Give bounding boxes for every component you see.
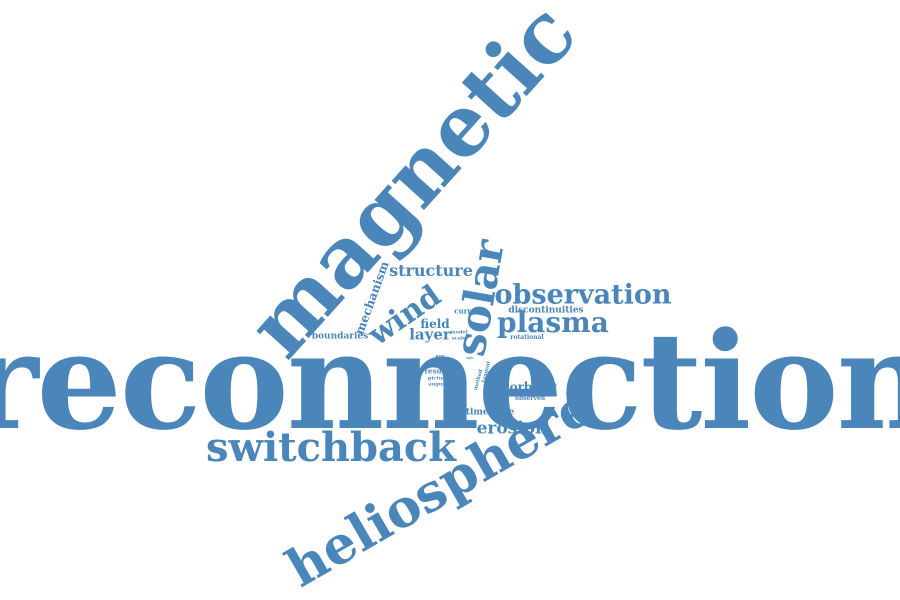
- word-reconnection: reconnection: [0, 302, 900, 460]
- word-current: current: [454, 306, 484, 316]
- word-plasma: plasma: [497, 306, 609, 339]
- word-picture: picture: [427, 375, 449, 382]
- word-observed: observed: [514, 395, 546, 402]
- word-timescale: timescale: [465, 407, 515, 418]
- word-model: model: [450, 329, 468, 336]
- word-result: result: [424, 366, 448, 376]
- word-field: field: [420, 317, 450, 331]
- word-switchback: switchback: [205, 424, 457, 471]
- word-event: event: [425, 359, 447, 369]
- word-arc: arc: [466, 355, 474, 360]
- word-orbiter: orbiter: [509, 380, 557, 394]
- word-august: august: [428, 381, 448, 388]
- word-structure: structure: [389, 261, 473, 280]
- word-layer: layer: [409, 325, 451, 344]
- word-scale: scale: [451, 335, 467, 342]
- word-new: new: [435, 353, 445, 358]
- word-observation: observation: [494, 279, 672, 311]
- word-erosion: erosion: [476, 418, 548, 439]
- word-rotational: rotational: [510, 334, 544, 341]
- word-discontinuities: discontinuities: [508, 305, 584, 316]
- word-boundaries: boundaries: [311, 331, 369, 342]
